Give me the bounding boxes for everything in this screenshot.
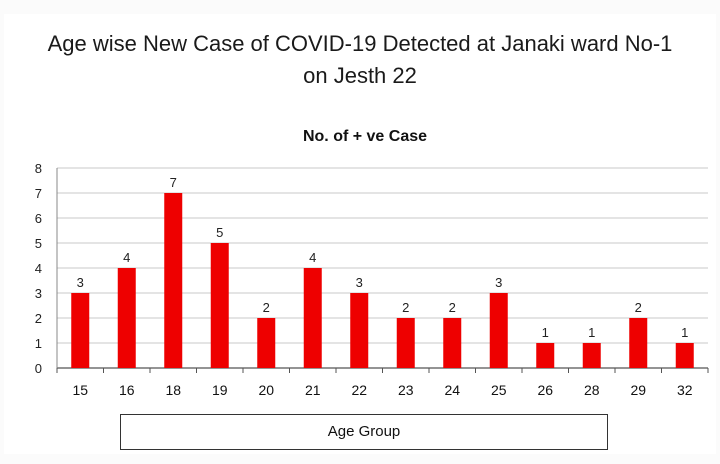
y-tick-label: 3 (35, 286, 42, 301)
data-label: 4 (123, 250, 130, 265)
bar (396, 318, 415, 368)
y-tick-label: 0 (35, 361, 42, 376)
x-tick-label: 28 (584, 382, 600, 398)
y-tick-label: 5 (35, 236, 42, 251)
x-tick-label: 32 (677, 382, 693, 398)
y-tick-label: 8 (35, 161, 42, 176)
x-tick-label: 24 (444, 382, 460, 398)
bar (536, 343, 555, 368)
data-label: 2 (402, 300, 409, 315)
y-tick-label: 6 (35, 211, 42, 226)
x-axis-label: Age Group (120, 414, 608, 450)
data-label: 3 (495, 275, 502, 290)
x-tick-label: 29 (630, 382, 646, 398)
bar (443, 318, 462, 368)
chart-canvas (4, 14, 716, 454)
bar (210, 243, 229, 368)
x-tick-label: 25 (491, 382, 507, 398)
data-label: 1 (542, 325, 549, 340)
chart-title: Age wise New Case of COVID-19 Detected a… (47, 31, 673, 88)
bar (303, 268, 322, 368)
y-tick-label: 1 (35, 336, 42, 351)
bar (257, 318, 276, 368)
data-label: 3 (77, 275, 84, 290)
chart-subtitle: No. of + ve Case (302, 128, 428, 145)
data-label: 2 (635, 300, 642, 315)
data-label: 2 (449, 300, 456, 315)
bar (164, 193, 183, 368)
x-tick-label: 23 (398, 382, 414, 398)
bar (117, 268, 136, 368)
x-tick-label: 16 (119, 382, 135, 398)
data-label: 1 (588, 325, 595, 340)
y-tick-label: 4 (35, 261, 42, 276)
bar (582, 343, 601, 368)
x-tick-label: 19 (212, 382, 228, 398)
data-label: 1 (681, 325, 688, 340)
y-tick-label: 7 (35, 186, 42, 201)
data-label: 3 (356, 275, 363, 290)
bar (350, 293, 369, 368)
x-tick-label: 15 (72, 382, 88, 398)
x-tick-label: 18 (165, 382, 181, 398)
data-label: 4 (309, 250, 316, 265)
x-tick-label: 22 (351, 382, 367, 398)
x-tick-label: 26 (537, 382, 553, 398)
y-tick-label: 2 (35, 311, 42, 326)
bar (71, 293, 90, 368)
data-label: 2 (263, 300, 270, 315)
x-tick-label: 20 (258, 382, 274, 398)
x-tick-label: 21 (305, 382, 321, 398)
bar (675, 343, 694, 368)
bar (629, 318, 648, 368)
data-label: 5 (216, 225, 223, 240)
data-label: 7 (170, 175, 177, 190)
bar (489, 293, 508, 368)
